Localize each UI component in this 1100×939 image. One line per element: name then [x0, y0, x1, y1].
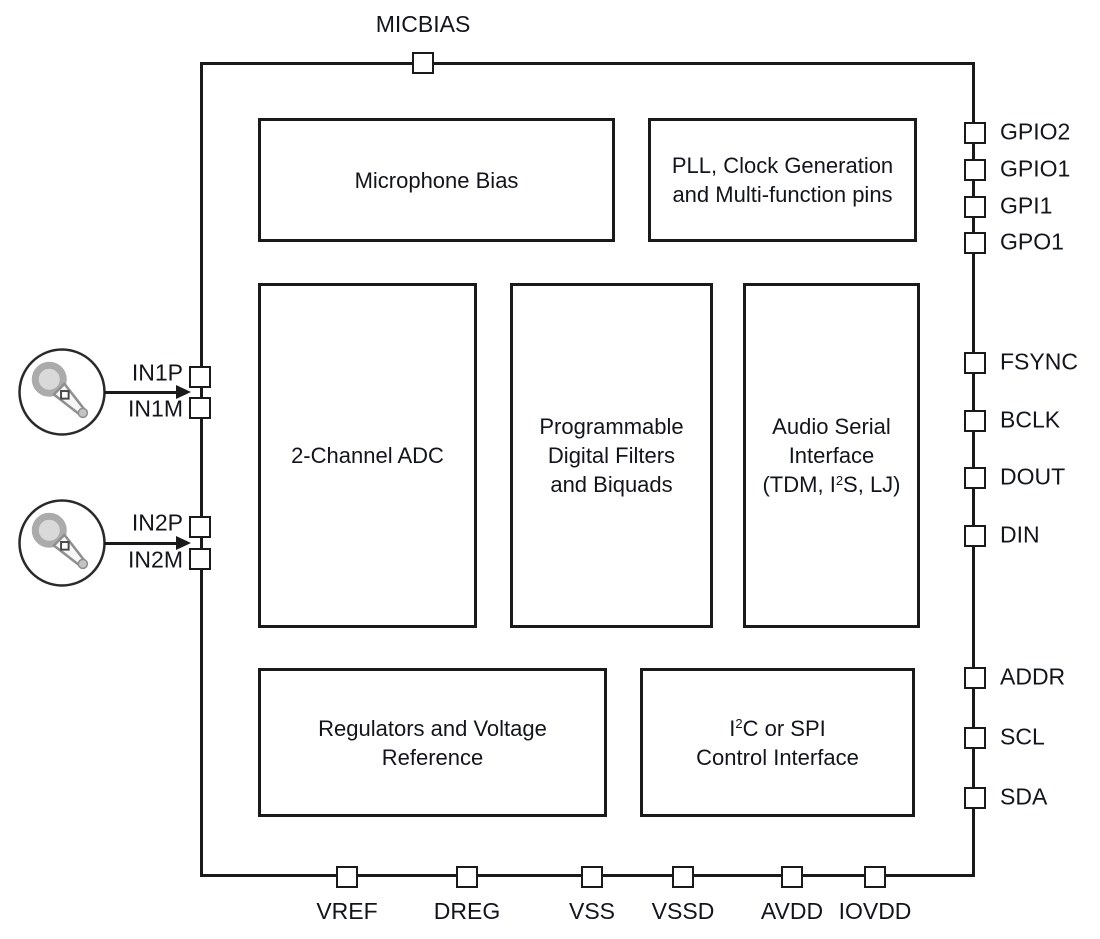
- block-label-line: Regulators and Voltage: [318, 715, 547, 741]
- block-label-line: Control Interface: [696, 744, 859, 770]
- mic1-arrow-head: [176, 385, 191, 399]
- block-label-line: PLL, Clock Generation: [671, 153, 894, 178]
- pin-label-vss: VSS: [568, 898, 616, 924]
- pin-label-gpio2: GPIO2: [1000, 118, 1071, 145]
- microphone-icon: [18, 499, 106, 587]
- block-label: Microphone Bias: [354, 167, 519, 193]
- block-2-channel-adc: 2-Channel ADC: [258, 283, 477, 628]
- block-label-line: and Multi-function pins: [672, 182, 893, 207]
- pin-bclk: [964, 410, 986, 432]
- mic2-arrow-head: [176, 536, 191, 550]
- pin-gpo1: [964, 232, 986, 254]
- block-label-line: Programmable: [539, 414, 684, 439]
- pin-gpi1: [964, 196, 986, 218]
- block-pll-clock-generation: PLL, Clock Generation and Multi-function…: [648, 118, 917, 242]
- block-label-line: Audio Serial: [772, 414, 891, 439]
- pin-label-gpi1: GPI1: [1000, 192, 1053, 219]
- block-programmable-digital-filters: Programmable Digital Filters and Biquads: [510, 283, 713, 628]
- microphone-icon: [18, 348, 106, 436]
- pin-fsync: [964, 352, 986, 374]
- mic2-arrow-line: [104, 542, 178, 545]
- pin-vref: [336, 866, 358, 888]
- pin-vssd: [672, 866, 694, 888]
- block-label: 2-Channel ADC: [291, 443, 444, 468]
- pin-label-avdd: AVDD: [760, 898, 824, 924]
- pin-label-micbias: MICBIAS: [375, 11, 471, 37]
- pin-label-addr: ADDR: [1000, 663, 1066, 690]
- pin-label-dout: DOUT: [1000, 463, 1066, 490]
- pin-in2p: [189, 516, 211, 538]
- block-regulators-voltage-reference: Regulators and Voltage Reference: [258, 668, 607, 817]
- pin-vss: [581, 866, 603, 888]
- pin-in2m: [189, 548, 211, 570]
- pin-addr: [964, 667, 986, 689]
- pin-label-vssd: VSSD: [651, 898, 715, 924]
- block-microphone-bias: Microphone Bias: [258, 118, 615, 242]
- pin-in1p: [189, 366, 211, 388]
- pin-label-gpio1: GPIO1: [1000, 155, 1071, 182]
- pin-dout: [964, 467, 986, 489]
- pin-label-bclk: BCLK: [1000, 406, 1061, 433]
- block-audio-serial-interface: Audio Serial Interface (TDM, I2S, LJ): [743, 283, 920, 628]
- block-label-line: (TDM, I2S, LJ): [762, 472, 901, 497]
- pin-micbias: [412, 52, 434, 74]
- pin-scl: [964, 727, 986, 749]
- pin-sda: [964, 787, 986, 809]
- pin-label-vref: VREF: [316, 898, 378, 924]
- block-label-line: Interface: [788, 443, 875, 468]
- pin-gpio2: [964, 122, 986, 144]
- mic1-arrow-line: [104, 391, 178, 394]
- pin-avdd: [781, 866, 803, 888]
- pin-iovdd: [864, 866, 886, 888]
- pin-label-in2p: IN2P: [131, 509, 183, 536]
- pin-label-din: DIN: [1000, 521, 1040, 548]
- pin-label-scl: SCL: [1000, 723, 1045, 750]
- pin-label-sda: SDA: [1000, 783, 1048, 810]
- pin-dreg: [456, 866, 478, 888]
- block-label-line: Reference: [381, 744, 484, 770]
- block-i2c-spi-control-interface: I2C or SPI Control Interface: [640, 668, 915, 817]
- pin-label-in2m: IN2M: [128, 546, 183, 573]
- pin-label-in1m: IN1M: [128, 395, 183, 422]
- pin-din: [964, 525, 986, 547]
- block-label-line: I2C or SPI: [729, 715, 826, 741]
- pin-label-iovdd: IOVDD: [838, 898, 912, 924]
- pin-label-dreg: DREG: [433, 898, 501, 924]
- pin-gpio1: [964, 159, 986, 181]
- pin-label-gpo1: GPO1: [1000, 228, 1064, 255]
- pin-label-in1p: IN1P: [131, 359, 183, 386]
- block-label-line: Digital Filters: [547, 443, 676, 468]
- pin-in1m: [189, 397, 211, 419]
- block-label-line: and Biquads: [550, 472, 673, 497]
- pin-label-fsync: FSYNC: [1000, 348, 1078, 375]
